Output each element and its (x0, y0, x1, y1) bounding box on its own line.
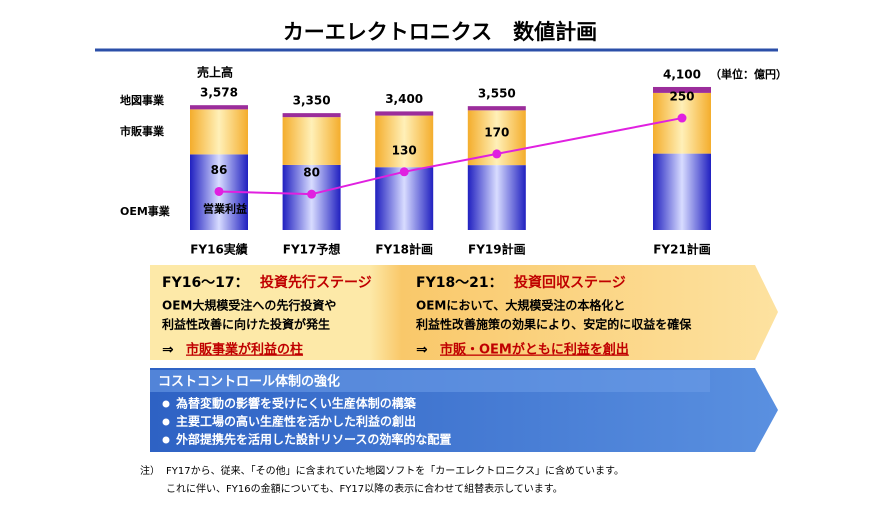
x-tick-label: FY21計画 (653, 242, 711, 257)
bar-segment (190, 105, 248, 110)
stage-arrow (150, 265, 778, 360)
bullet (162, 400, 170, 408)
profit-label: 130 (392, 143, 417, 157)
panel-result: 市販事業が利益の柱 (186, 342, 303, 358)
panel-heading: FY16～17： (162, 275, 249, 291)
profit-point (399, 167, 409, 177)
panel-stage: 投資回収ステージ (514, 274, 626, 291)
panel-line: 利益性改善に向けた投資が発生 (162, 317, 330, 332)
x-tick-label: FY18計画 (375, 242, 433, 257)
cost-bullet: 外部提携先を活用した設計リソースの効率的な配置 (176, 432, 451, 447)
x-tick-label: FY19計画 (468, 242, 526, 257)
profit-point (492, 149, 502, 159)
x-tick-label: FY17予想 (283, 242, 341, 257)
profit-point (214, 186, 224, 196)
panel-arrow: ⇒ (416, 342, 428, 358)
panel-arrow: ⇒ (162, 342, 174, 358)
total-label: 3,578 (200, 86, 238, 100)
total-label: 3,550 (478, 87, 516, 101)
bar-segment (375, 167, 434, 230)
series-label: OEM事業 (120, 204, 171, 218)
bar-segment (375, 115, 434, 168)
bullet (162, 436, 170, 444)
bar-segment (653, 153, 711, 230)
profit-point (307, 189, 317, 199)
note-label: 注） (140, 464, 160, 477)
totals-name: 売上高 (197, 65, 233, 80)
chart: 3,578 FY16実績 3,350 FY17予想 3,400 FY18計画 3,550 FY… (120, 65, 787, 257)
series-label: 地図事業 (120, 93, 165, 107)
note-line: FY17から、従来、「その他」に含まれていた地図ソフトを「カーエレクトロニクス」… (166, 464, 624, 477)
bar-segment (282, 113, 341, 118)
cost-heading: コストコントロール体制の強化 (158, 374, 340, 390)
panel-line: OEM大規模受注への先行投資や (162, 298, 336, 313)
profit-label: 170 (484, 125, 509, 139)
bar-segment (653, 86, 711, 93)
note-line: これに伴い、FY16の金額についても、FY17以降の表示に合わせて組替表示してい… (166, 482, 563, 495)
series-label: 営業利益 (203, 201, 247, 215)
cost-heading-band (150, 370, 710, 392)
series-label: 市販事業 (120, 124, 165, 138)
x-tick-label: FY16実績 (190, 242, 248, 257)
cost-bullet: 為替変動の影響を受けにくい生産体制の構築 (176, 396, 417, 411)
panel-line: OEMにおいて、大規模受注の本格化と (416, 298, 625, 313)
bar-segment (282, 117, 341, 165)
total-label: 3,350 (293, 94, 331, 108)
total-label: 3,400 (385, 92, 423, 106)
bar-segment (375, 111, 434, 116)
profit-label: 86 (211, 163, 228, 177)
panel-heading: FY18～21： (416, 275, 503, 291)
cost-bullet: 主要工場の高い生産性を活かした利益の創出 (176, 414, 416, 429)
panel-line: 利益性改善施策の効果により、安定的に収益を確保 (416, 317, 692, 332)
unit-note: （単位：億円） (710, 67, 787, 81)
bar-segment (467, 165, 526, 230)
panel-stage: 投資先行ステージ (260, 274, 372, 291)
profit-label: 80 (303, 166, 320, 180)
panel-result: 市販・OEMがともに利益を創出 (440, 342, 629, 358)
profit-label: 250 (669, 90, 694, 104)
bullet (162, 418, 170, 426)
bar-segment (190, 109, 248, 155)
total-label: 4,100 (663, 67, 701, 81)
title: カーエレクトロニクス 数値計画 (283, 20, 597, 44)
bar-segment (467, 106, 526, 111)
bar-segment (653, 92, 711, 154)
profit-point (677, 113, 687, 123)
